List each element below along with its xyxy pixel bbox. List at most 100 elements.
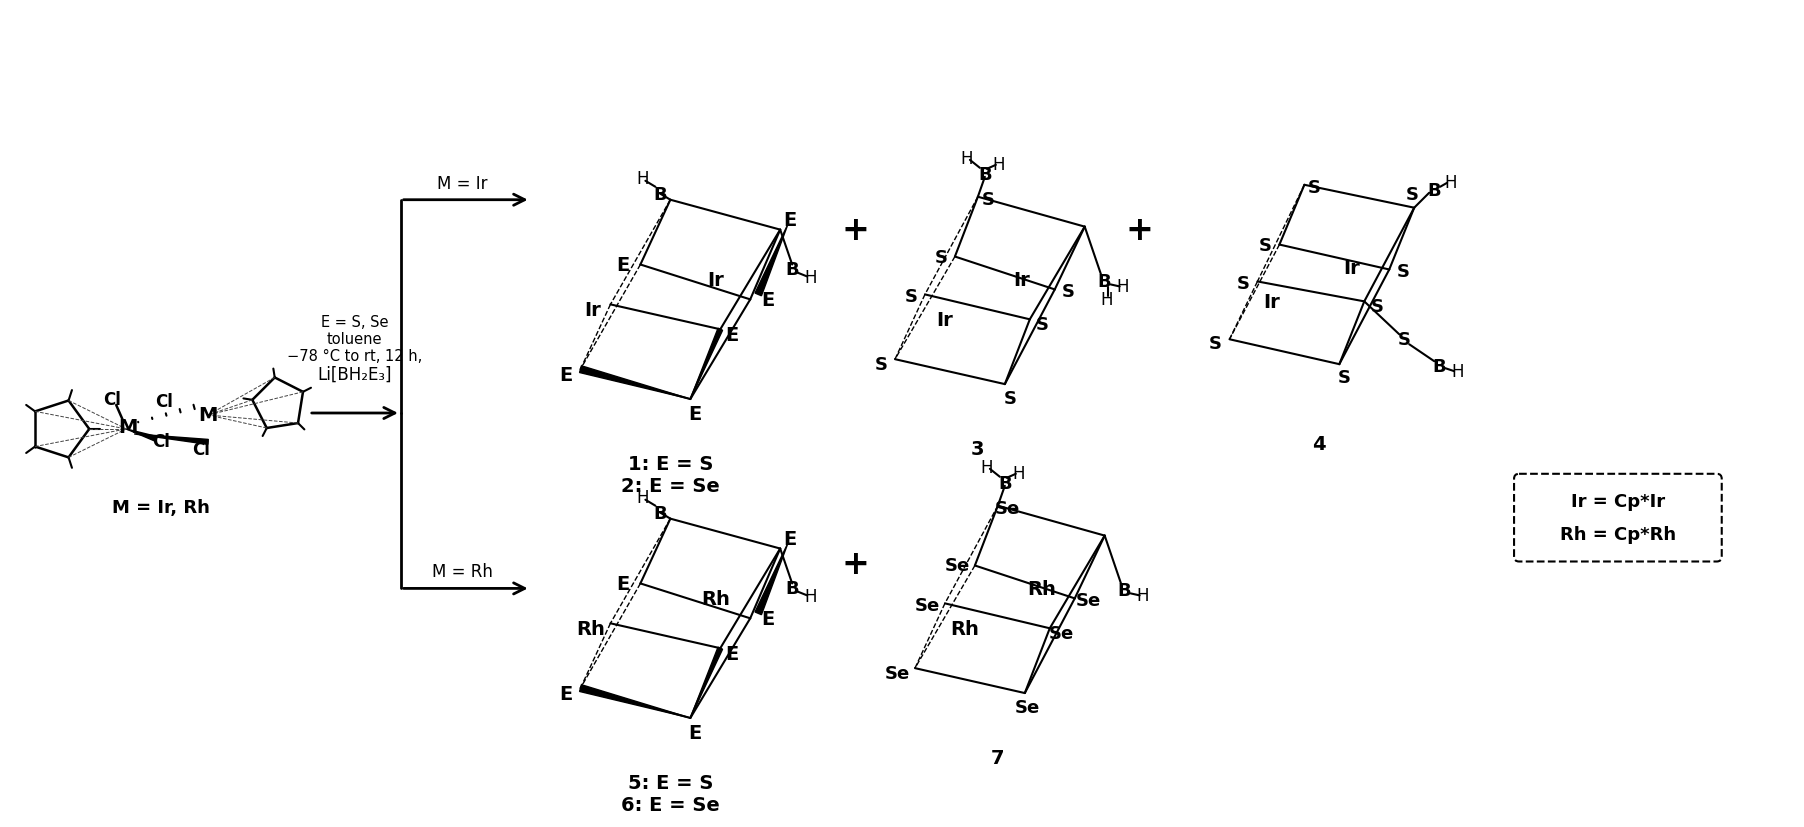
Text: Ir: Ir — [1263, 293, 1279, 312]
Text: S: S — [1371, 298, 1384, 316]
Text: 6: E = Se: 6: E = Se — [621, 796, 720, 815]
Text: Se: Se — [1077, 591, 1100, 609]
Text: B: B — [1432, 358, 1447, 375]
Text: B: B — [785, 580, 799, 598]
Text: Li[BH₂E₃]: Li[BH₂E₃] — [318, 366, 391, 384]
Text: S: S — [1063, 283, 1075, 301]
Text: Se: Se — [1016, 698, 1041, 716]
Text: H: H — [1100, 291, 1113, 309]
Text: H: H — [1012, 464, 1025, 482]
Text: B: B — [978, 165, 992, 184]
Text: B: B — [1099, 273, 1111, 291]
Text: H: H — [805, 588, 817, 605]
Text: −78 °C to rt, 12 h,: −78 °C to rt, 12 h, — [287, 348, 422, 363]
Text: S: S — [875, 356, 888, 374]
Text: Se: Se — [915, 596, 940, 614]
Text: E: E — [761, 290, 776, 309]
Text: H: H — [962, 150, 972, 168]
Text: S: S — [1339, 369, 1351, 387]
Text: 3: 3 — [971, 440, 985, 459]
Polygon shape — [691, 648, 723, 718]
Text: +: + — [841, 547, 870, 581]
Text: Rh: Rh — [700, 589, 731, 608]
Text: E: E — [689, 405, 702, 424]
Polygon shape — [691, 329, 723, 399]
Text: 7: 7 — [990, 748, 1005, 767]
Text: Ir: Ir — [707, 270, 723, 289]
Text: 5: E = S: 5: E = S — [628, 773, 713, 792]
Text: +: + — [841, 214, 870, 246]
Text: Rh: Rh — [575, 619, 604, 638]
Text: S: S — [1259, 237, 1272, 254]
Text: M: M — [198, 406, 218, 425]
Text: S: S — [981, 190, 994, 208]
Text: E = S, Se: E = S, Se — [321, 314, 388, 329]
Text: B: B — [1118, 581, 1131, 600]
Text: H: H — [992, 155, 1005, 174]
Text: M: M — [119, 418, 137, 437]
Text: M = Ir, Rh: M = Ir, Rh — [112, 498, 209, 516]
Text: S: S — [1003, 390, 1016, 408]
Polygon shape — [126, 429, 157, 442]
Text: Ir: Ir — [584, 300, 601, 319]
Text: Se: Se — [1050, 624, 1075, 643]
Text: S: S — [1035, 316, 1048, 334]
Text: E: E — [783, 529, 797, 548]
Text: +: + — [1126, 214, 1153, 246]
Text: 4: 4 — [1313, 435, 1326, 454]
Text: E: E — [615, 574, 630, 593]
FancyBboxPatch shape — [1514, 474, 1721, 562]
Text: S: S — [1209, 335, 1221, 353]
Text: Ir: Ir — [936, 310, 953, 329]
Text: S: S — [1308, 179, 1321, 197]
Text: S: S — [1396, 263, 1409, 281]
Text: Cl: Cl — [103, 390, 121, 409]
Text: 1: E = S: 1: E = S — [628, 455, 713, 474]
Text: Se: Se — [884, 664, 909, 682]
Text: Ir: Ir — [1014, 270, 1030, 289]
Text: E: E — [689, 724, 702, 743]
Text: Rh: Rh — [1026, 579, 1055, 598]
Text: Se: Se — [943, 557, 969, 575]
Text: E: E — [559, 684, 572, 703]
Text: E: E — [559, 366, 572, 385]
Text: S: S — [1238, 275, 1250, 293]
Text: S: S — [1405, 185, 1418, 203]
Text: B: B — [998, 474, 1012, 492]
Text: H: H — [981, 458, 994, 476]
Text: Rh: Rh — [951, 619, 980, 638]
Text: Se: Se — [996, 499, 1021, 517]
Text: 2: E = Se: 2: E = Se — [621, 476, 720, 495]
Polygon shape — [579, 366, 691, 399]
Text: B: B — [653, 185, 667, 203]
Text: S: S — [904, 288, 918, 306]
Polygon shape — [756, 224, 788, 296]
Text: E: E — [725, 644, 740, 663]
Text: E: E — [615, 256, 630, 275]
Text: H: H — [637, 170, 649, 188]
Text: H: H — [637, 488, 649, 506]
Text: B: B — [785, 261, 799, 280]
Text: S: S — [934, 248, 947, 266]
Polygon shape — [756, 543, 788, 615]
Text: H: H — [1450, 363, 1463, 380]
Text: B: B — [653, 504, 667, 522]
Text: Rh = Cp*Rh: Rh = Cp*Rh — [1560, 525, 1676, 543]
Text: H: H — [1137, 586, 1149, 605]
Text: H: H — [1117, 278, 1129, 296]
Text: E: E — [783, 211, 797, 230]
Text: H: H — [1443, 174, 1456, 192]
Polygon shape — [133, 434, 207, 445]
Text: S: S — [1398, 331, 1411, 349]
Polygon shape — [579, 685, 691, 718]
Text: E: E — [725, 325, 740, 344]
Text: Ir: Ir — [1342, 259, 1360, 278]
Text: Cl: Cl — [193, 440, 209, 458]
Text: M = Rh: M = Rh — [433, 563, 492, 581]
Text: Cl: Cl — [155, 393, 173, 410]
Text: Ir = Cp*Ir: Ir = Cp*Ir — [1571, 492, 1665, 510]
Text: B: B — [1427, 182, 1441, 199]
Text: E: E — [761, 609, 776, 628]
Text: M = Ir: M = Ir — [437, 174, 487, 193]
Text: toluene: toluene — [327, 332, 382, 347]
